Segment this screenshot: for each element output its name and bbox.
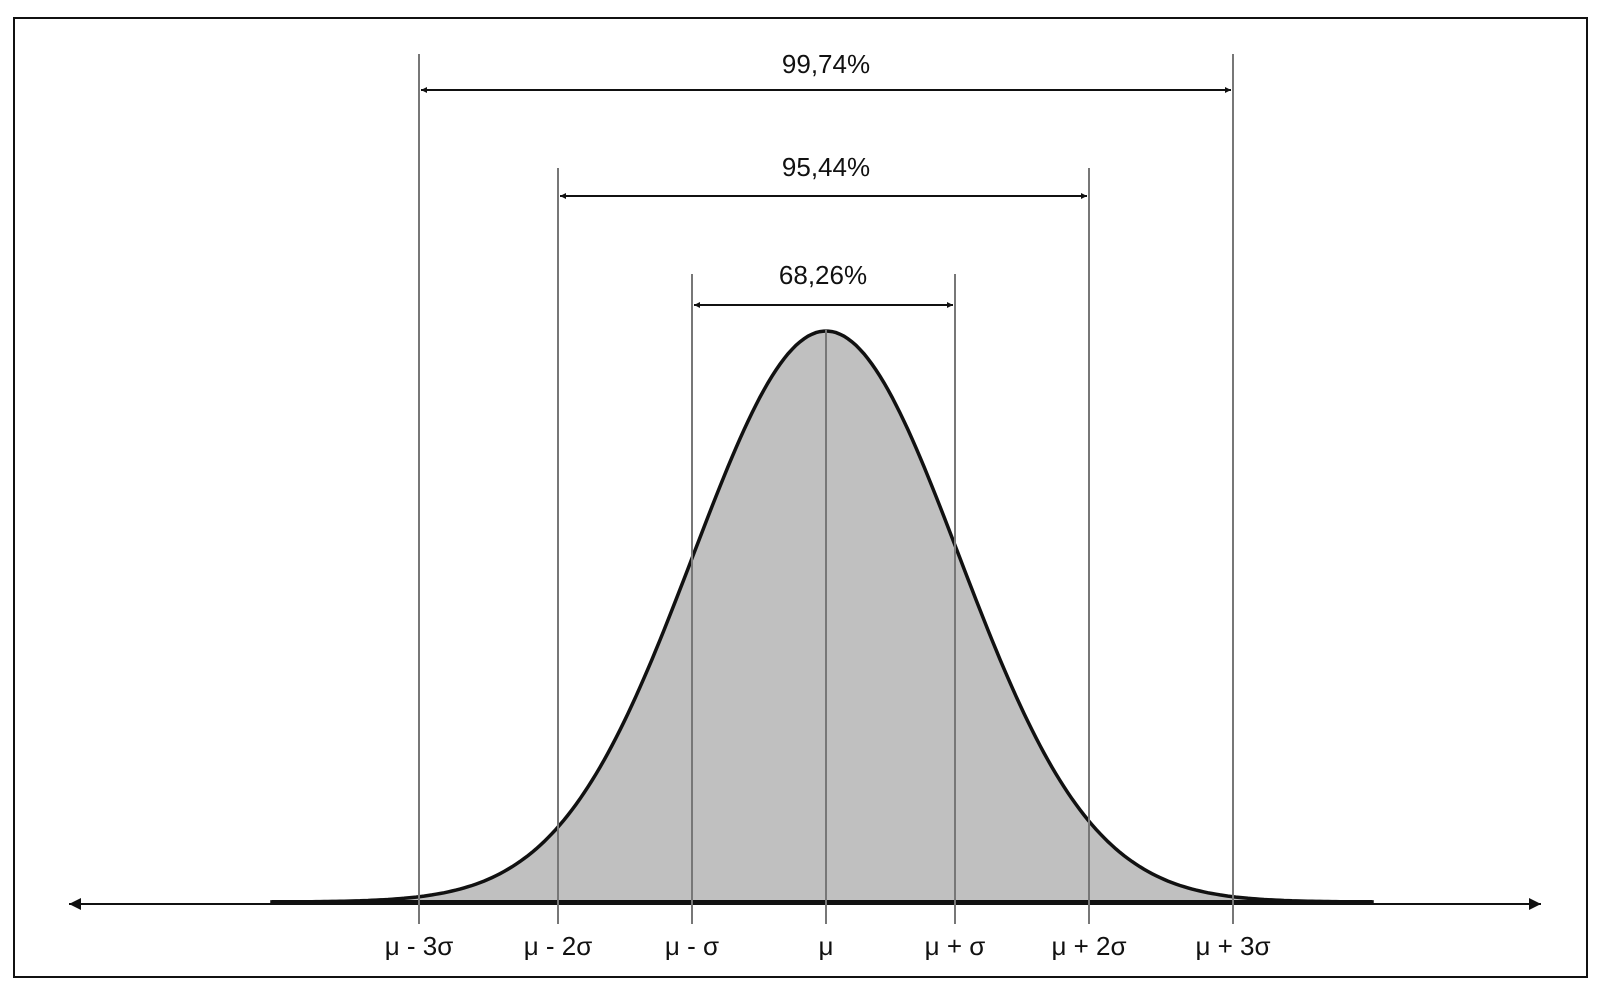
frame — [13, 17, 1588, 978]
interval-label: 99,74% — [782, 49, 870, 79]
axis-label: μ - σ — [665, 931, 719, 961]
axis-label: μ + 3σ — [1195, 931, 1270, 961]
axis-label: μ + 2σ — [1051, 931, 1126, 961]
axis-label: μ — [819, 931, 834, 961]
interval-label: 68,26% — [779, 260, 867, 290]
axis-label: μ + σ — [925, 931, 986, 961]
axis-label: μ - 2σ — [524, 931, 593, 961]
bell-curve — [270, 329, 1374, 904]
interval-label: 95,44% — [782, 152, 870, 182]
axis-label: μ - 3σ — [385, 931, 454, 961]
